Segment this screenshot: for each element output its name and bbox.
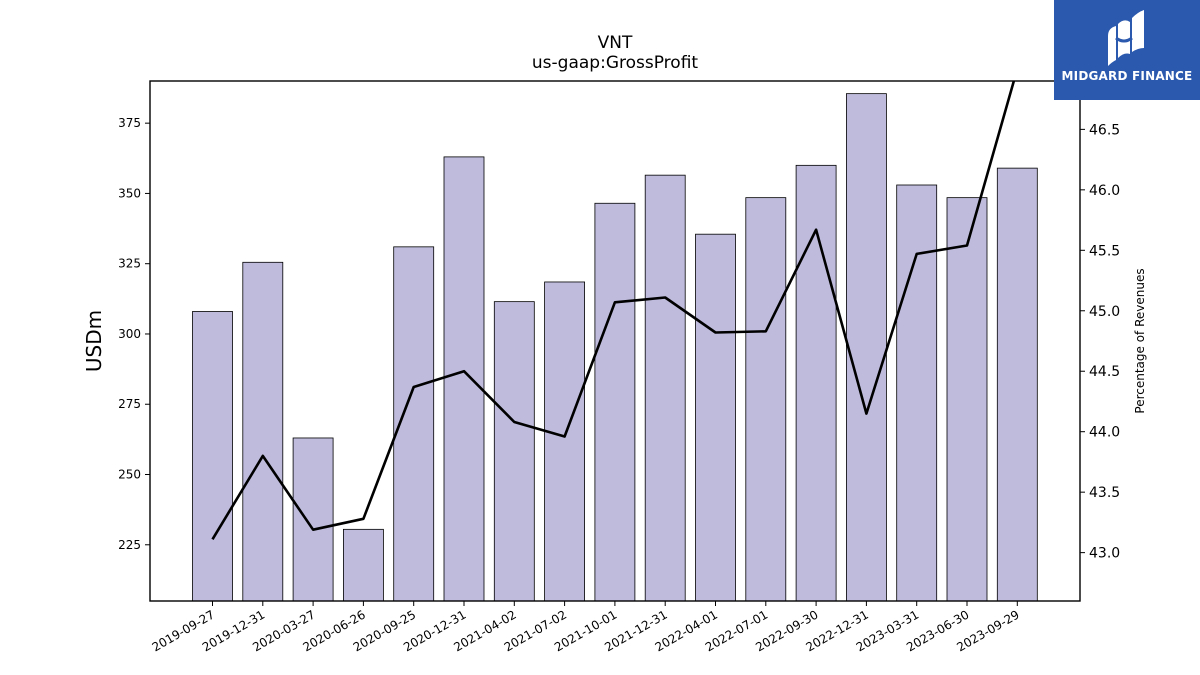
y2-tick-label: 45.0: [1089, 304, 1120, 320]
y-tick-label: 350: [118, 186, 141, 200]
logo-mark-icon: [1108, 10, 1144, 66]
y2-tick-label: 44.0: [1089, 425, 1120, 441]
y2-tick-label: 46.5: [1089, 122, 1120, 138]
bar-2019-09-27: [192, 311, 233, 602]
bar-2019-12-31: [242, 261, 284, 602]
bar-2023-06-30: [946, 197, 988, 602]
chart-subtitle: us-gaap:GrossProfit: [532, 53, 698, 73]
y-tick-label: 275: [118, 397, 141, 411]
bars-group: [192, 93, 1038, 602]
y2-axis-label: Percentage of Revenues: [1133, 268, 1147, 413]
bar-2021-12-31: [644, 174, 686, 602]
bar-2020-03-27: [292, 437, 334, 602]
bar-2023-03-31: [896, 184, 938, 602]
bar-2020-12-31: [443, 156, 485, 602]
y2-tick-label: 45.5: [1089, 243, 1120, 259]
bar-2022-07-01: [745, 197, 787, 602]
y-tick-label: 300: [118, 327, 141, 341]
percentage-line: [211, 81, 1016, 540]
y-tick-label: 375: [118, 116, 141, 130]
y-tick-label: 225: [118, 538, 141, 552]
bar-2022-09-30: [795, 164, 837, 602]
y2-tick-label: 46.0: [1089, 183, 1120, 199]
y-axis-label: USDm: [82, 310, 106, 372]
chart-title: VNT: [598, 33, 633, 53]
y-tick-label: 325: [118, 257, 141, 271]
y2-tick-label: 43.0: [1089, 546, 1120, 562]
y2-tick-label: 43.5: [1089, 485, 1120, 501]
bar-2020-06-26: [342, 528, 384, 602]
bar-2022-04-01: [695, 233, 736, 602]
line-group: [211, 81, 1016, 540]
bar-2023-09-29: [996, 167, 1038, 602]
bar-2022-12-31: [846, 93, 887, 602]
logo-text: MIDGARD FINANCE: [1061, 69, 1193, 83]
bar-2021-10-01: [594, 202, 636, 602]
y2-tick-label: 44.5: [1089, 364, 1120, 380]
y-tick-label: 250: [118, 468, 141, 482]
bar-2021-04-02: [493, 301, 535, 602]
brand-logo: MIDGARD FINANCE: [1054, 0, 1200, 100]
bar-2021-07-02: [544, 281, 585, 602]
